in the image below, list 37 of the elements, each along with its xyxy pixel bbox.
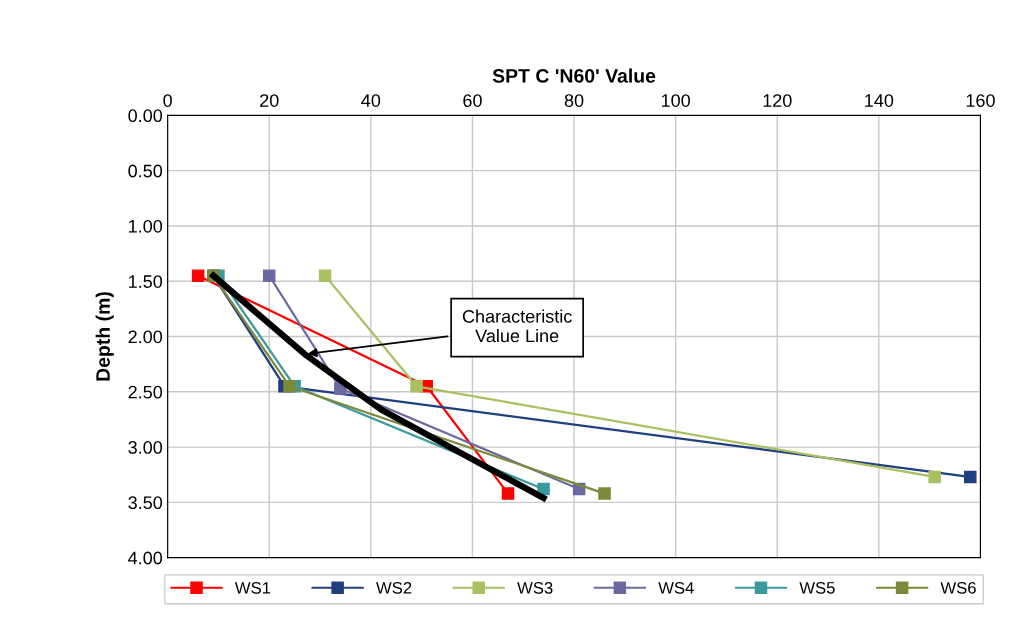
annotation: Characteristic Value Line — [462, 309, 572, 343]
legend-label: WS2 — [376, 581, 412, 594]
x-tick-label: 60 — [463, 94, 482, 107]
legend-label: WS5 — [799, 581, 835, 594]
y-axis-title: Depth (m) — [95, 292, 114, 381]
legend-label: WS1 — [234, 581, 271, 594]
y-tick-label: 1.50 — [129, 275, 163, 288]
point — [262, 269, 276, 282]
point — [964, 470, 977, 484]
x-tick-label: 120 — [763, 94, 792, 107]
y-tick-label: 1.00 — [129, 219, 163, 233]
y-tick-label: 2.50 — [128, 385, 163, 399]
point — [537, 482, 550, 496]
x-tick-label: 0 — [163, 94, 172, 107]
x-tick-label: 40 — [361, 94, 381, 107]
y-tick-label: 2.00 — [128, 330, 163, 344]
point — [191, 269, 205, 282]
x-tick-label: 80 — [564, 94, 584, 107]
legend-label: WS4 — [658, 581, 694, 594]
x-tick-label: 160 — [966, 94, 995, 107]
point — [598, 487, 611, 500]
y-tick-label: 3.00 — [128, 441, 163, 454]
point — [410, 380, 423, 393]
x-tick-label: 100 — [661, 94, 690, 107]
y-tick-label: 4.00 — [128, 551, 163, 565]
y-tick-label: 0.50 — [128, 164, 163, 178]
y-tick-label: 0.00 — [128, 109, 163, 123]
x-tick-label: 20 — [260, 94, 279, 107]
x-tick-label: 140 — [865, 94, 894, 107]
x-axis-title: SPT C 'N60' Value — [492, 68, 656, 83]
point — [501, 487, 515, 500]
y-tick-label: 3.50 — [128, 496, 163, 510]
point — [928, 470, 941, 484]
legend-label: WS6 — [940, 581, 976, 594]
point — [318, 269, 332, 282]
point — [283, 380, 296, 393]
legend-label: WS3 — [517, 581, 553, 594]
